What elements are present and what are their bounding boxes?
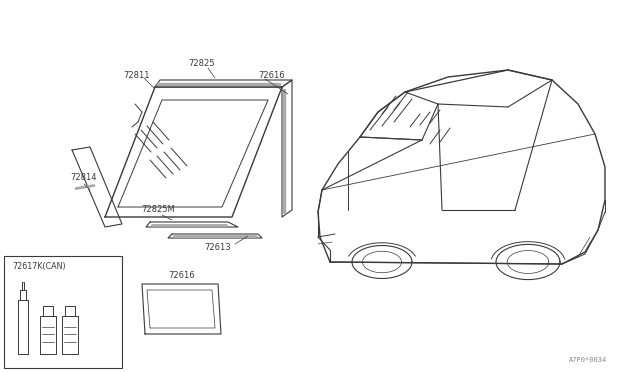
Text: 72825: 72825 bbox=[189, 60, 215, 68]
Text: 72811: 72811 bbox=[124, 71, 150, 80]
Bar bbox=[4, 256, 122, 368]
Text: 72814: 72814 bbox=[71, 173, 97, 182]
Text: 72617K(CAN): 72617K(CAN) bbox=[12, 262, 66, 270]
Text: A7P0*0034: A7P0*0034 bbox=[569, 357, 607, 363]
Text: 72613: 72613 bbox=[205, 243, 231, 251]
Text: 72616: 72616 bbox=[169, 272, 195, 280]
Text: 72825M: 72825M bbox=[141, 205, 175, 215]
Text: 72616: 72616 bbox=[259, 71, 285, 80]
